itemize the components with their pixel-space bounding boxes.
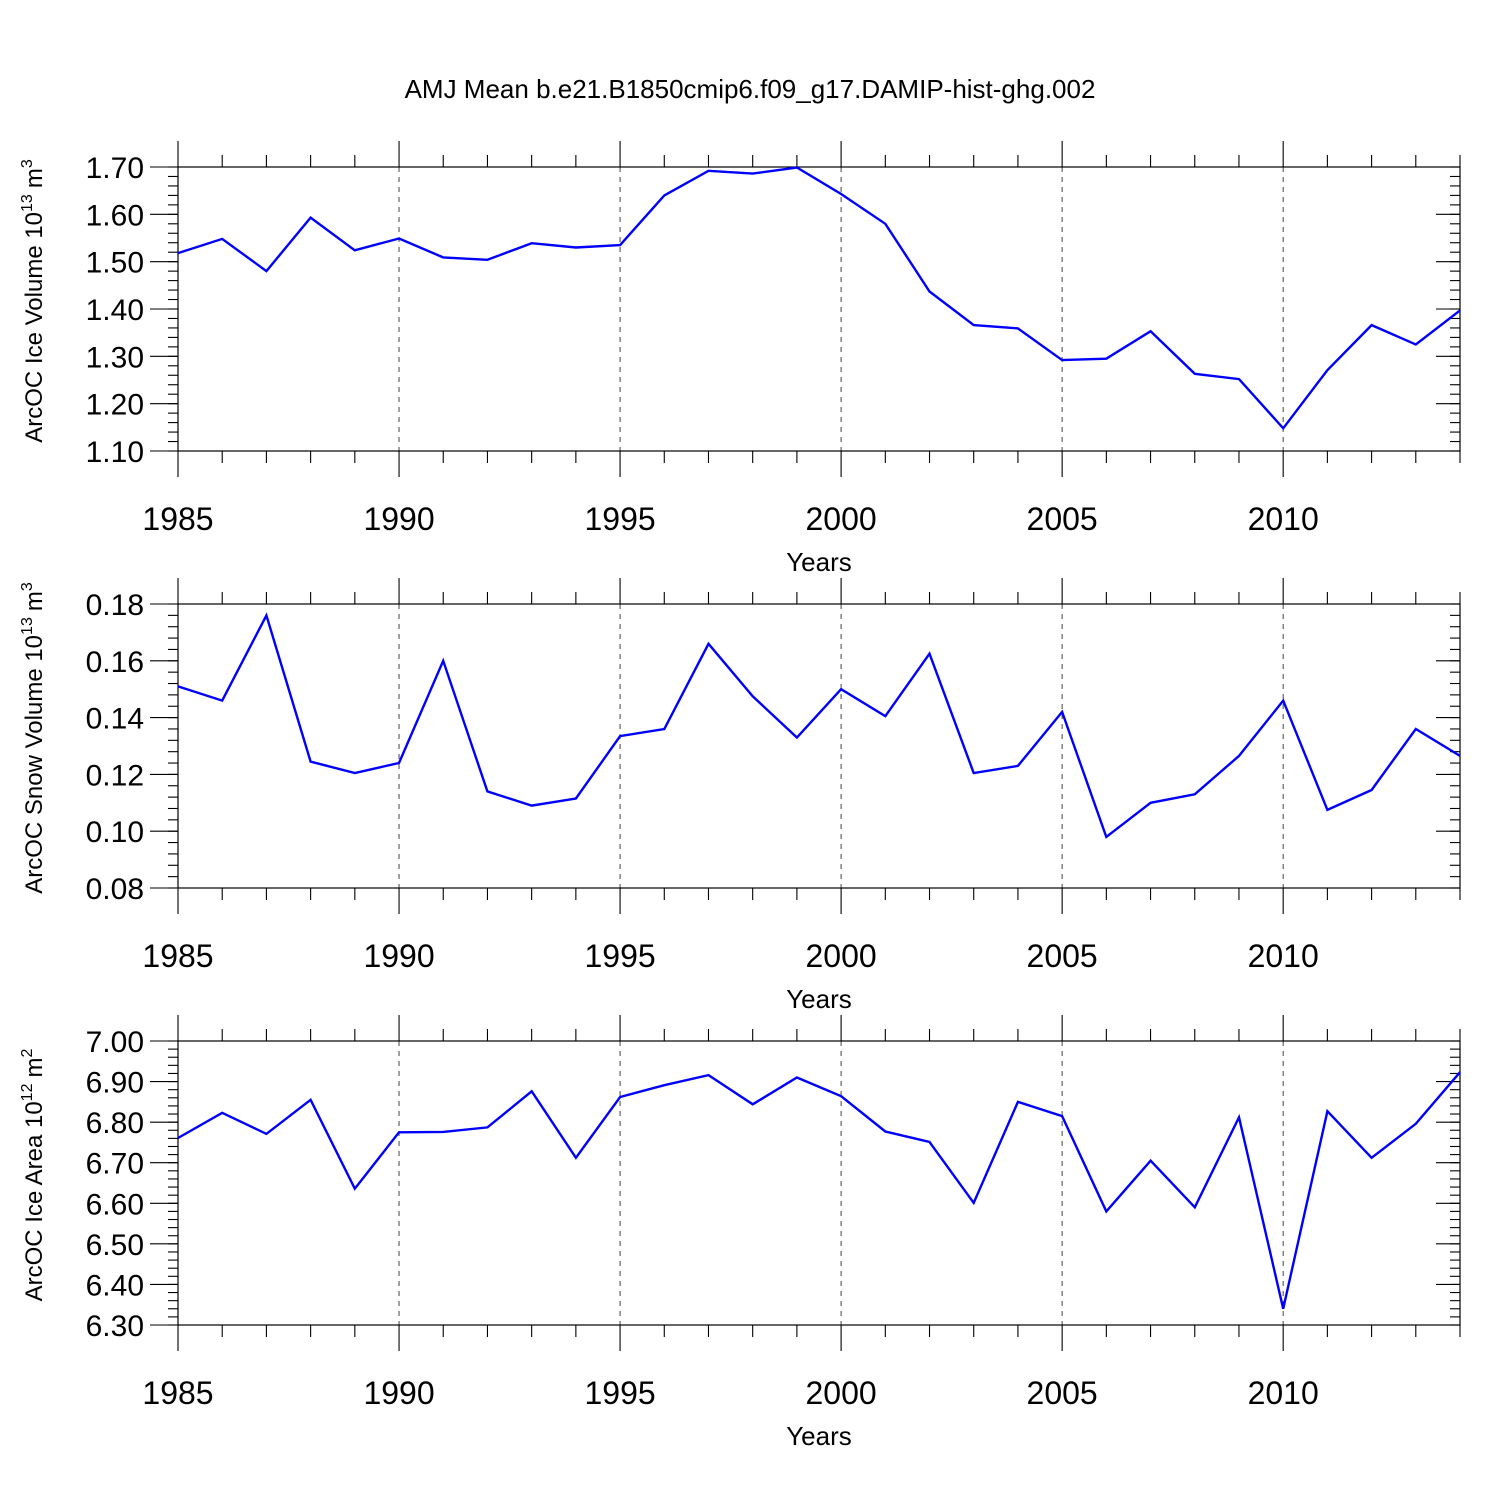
chart-0-xtick-label: 2010 (1248, 501, 1319, 537)
chart-0-xtick-label: 2000 (806, 501, 877, 537)
chart-2-y-axis-label-unit: m (21, 1058, 48, 1078)
chart-1-y-axis-label-unit: m (21, 591, 48, 611)
chart-0-x-axis-label: Years (786, 547, 852, 577)
chart-0-ytick-label: 1.20 (86, 389, 144, 422)
chart-1-xtick-label: 2010 (1248, 938, 1319, 974)
chart-2-xtick-label: 2000 (806, 1375, 877, 1411)
chart-2-ytick-label: 6.30 (86, 1310, 144, 1343)
panel-ice-volume: 1.10 1.20 1.30 1.40 1.50 1.60 1.70 1985 1990 1995… (19, 141, 1461, 577)
chart-0-y-axis-label-main: ArcOC Ice Volume 10 (21, 212, 48, 443)
chart-0-xtick-label: 1985 (142, 501, 213, 537)
chart-0-series-line (177, 166, 1461, 431)
chart-1-ytick-label: 0.16 (86, 646, 144, 679)
chart-1-xtick-label: 2005 (1027, 938, 1098, 974)
chart-2-xtick-label: 2005 (1027, 1375, 1098, 1411)
chart-2-ytick-label: 6.70 (86, 1148, 144, 1181)
chart-1-xtick-label: 2000 (806, 938, 877, 974)
chart-0-ytick-label: 1.10 (86, 436, 144, 469)
chart-1-ytick-label: 0.08 (86, 873, 144, 906)
chart-0-ytick-label: 1.50 (86, 247, 144, 280)
chart-2-ytick-label: 7.00 (86, 1026, 144, 1059)
chart-0-ytick-label: 1.70 (86, 152, 144, 185)
chart-2-xtick-label: 1985 (142, 1375, 213, 1411)
panel-ice-area: 6.30 6.40 6.50 6.60 6.70 6.80 6.90 7.00 1985 1990… (19, 1015, 1461, 1451)
panel-snow-volume: 0.08 0.10 0.12 0.14 0.16 0.18 1985 1990 1995 2000… (19, 578, 1461, 1014)
chart-1-xtick-label: 1990 (363, 938, 434, 974)
chart-0-y-axis-label: ArcOC Ice Volume 1013 m3 (19, 159, 48, 443)
chart-0-plot-frame (177, 166, 1461, 452)
chart-2-xtick-label: 2010 (1248, 1375, 1319, 1411)
chart-2-ytick-label: 6.80 (86, 1107, 144, 1140)
chart-1-xtick-label: 1985 (142, 938, 213, 974)
chart-1-y-axis-label-exp: 13 (19, 617, 36, 635)
chart-2-ytick-label: 6.90 (86, 1067, 144, 1100)
chart-1-ytick-label: 0.10 (86, 816, 144, 849)
chart-1-plot-frame (177, 603, 1461, 889)
figure-title: AMJ Mean b.e21.B1850cmip6.f09_g17.DAMIP-… (405, 74, 1096, 104)
chart-2-ytick-label: 6.60 (86, 1188, 144, 1221)
chart-1-x-axis-label: Years (786, 984, 852, 1014)
chart-0-xtick-label: 2005 (1027, 501, 1098, 537)
chart-0-xtick-label: 1995 (584, 501, 655, 537)
chart-2-xtick-label: 1995 (584, 1375, 655, 1411)
chart-1-ytick-label: 0.12 (86, 759, 144, 792)
chart-1-y-axis-label: ArcOC Snow Volume 1013 m3 (19, 582, 48, 894)
chart-0-y-axis-label-unit: m (21, 168, 48, 188)
chart-0-ytick-label: 1.40 (86, 294, 144, 327)
chart-1-series-line (177, 612, 1461, 839)
chart-1-ytick-label: 0.14 (86, 703, 144, 736)
chart-1-xtick-label: 1995 (584, 938, 655, 974)
chart-2-series-line (177, 1071, 1461, 1310)
chart-0-y-axis-label-exp: 13 (19, 194, 36, 212)
chart-2-y-axis-label-unit-exp: 2 (19, 1049, 36, 1058)
chart-0-xtick-label: 1990 (363, 501, 434, 537)
chart-2-x-axis-label: Years (786, 1421, 852, 1451)
chart-2-y-axis-label-main: ArcOC Ice Area 10 (21, 1101, 48, 1301)
chart-2-ytick-label: 6.40 (86, 1269, 144, 1302)
chart-2-y-axis-label-exp: 12 (19, 1083, 36, 1101)
chart-2-xtick-label: 1990 (363, 1375, 434, 1411)
chart-2-ytick-label: 6.50 (86, 1229, 144, 1262)
chart-1-ytick-label: 0.18 (86, 589, 144, 622)
chart-0-y-axis-label-unit-exp: 3 (19, 159, 36, 168)
chart-1-y-axis-label-unit-exp: 3 (19, 582, 36, 591)
chart-2-plot-frame (177, 1040, 1461, 1326)
chart-2-y-axis-label: ArcOC Ice Area 1012 m2 (19, 1049, 48, 1302)
chart-1-y-axis-label-main: ArcOC Snow Volume 10 (21, 635, 48, 894)
chart-0-ytick-label: 1.30 (86, 341, 144, 374)
chart-0-ytick-label: 1.60 (86, 199, 144, 232)
